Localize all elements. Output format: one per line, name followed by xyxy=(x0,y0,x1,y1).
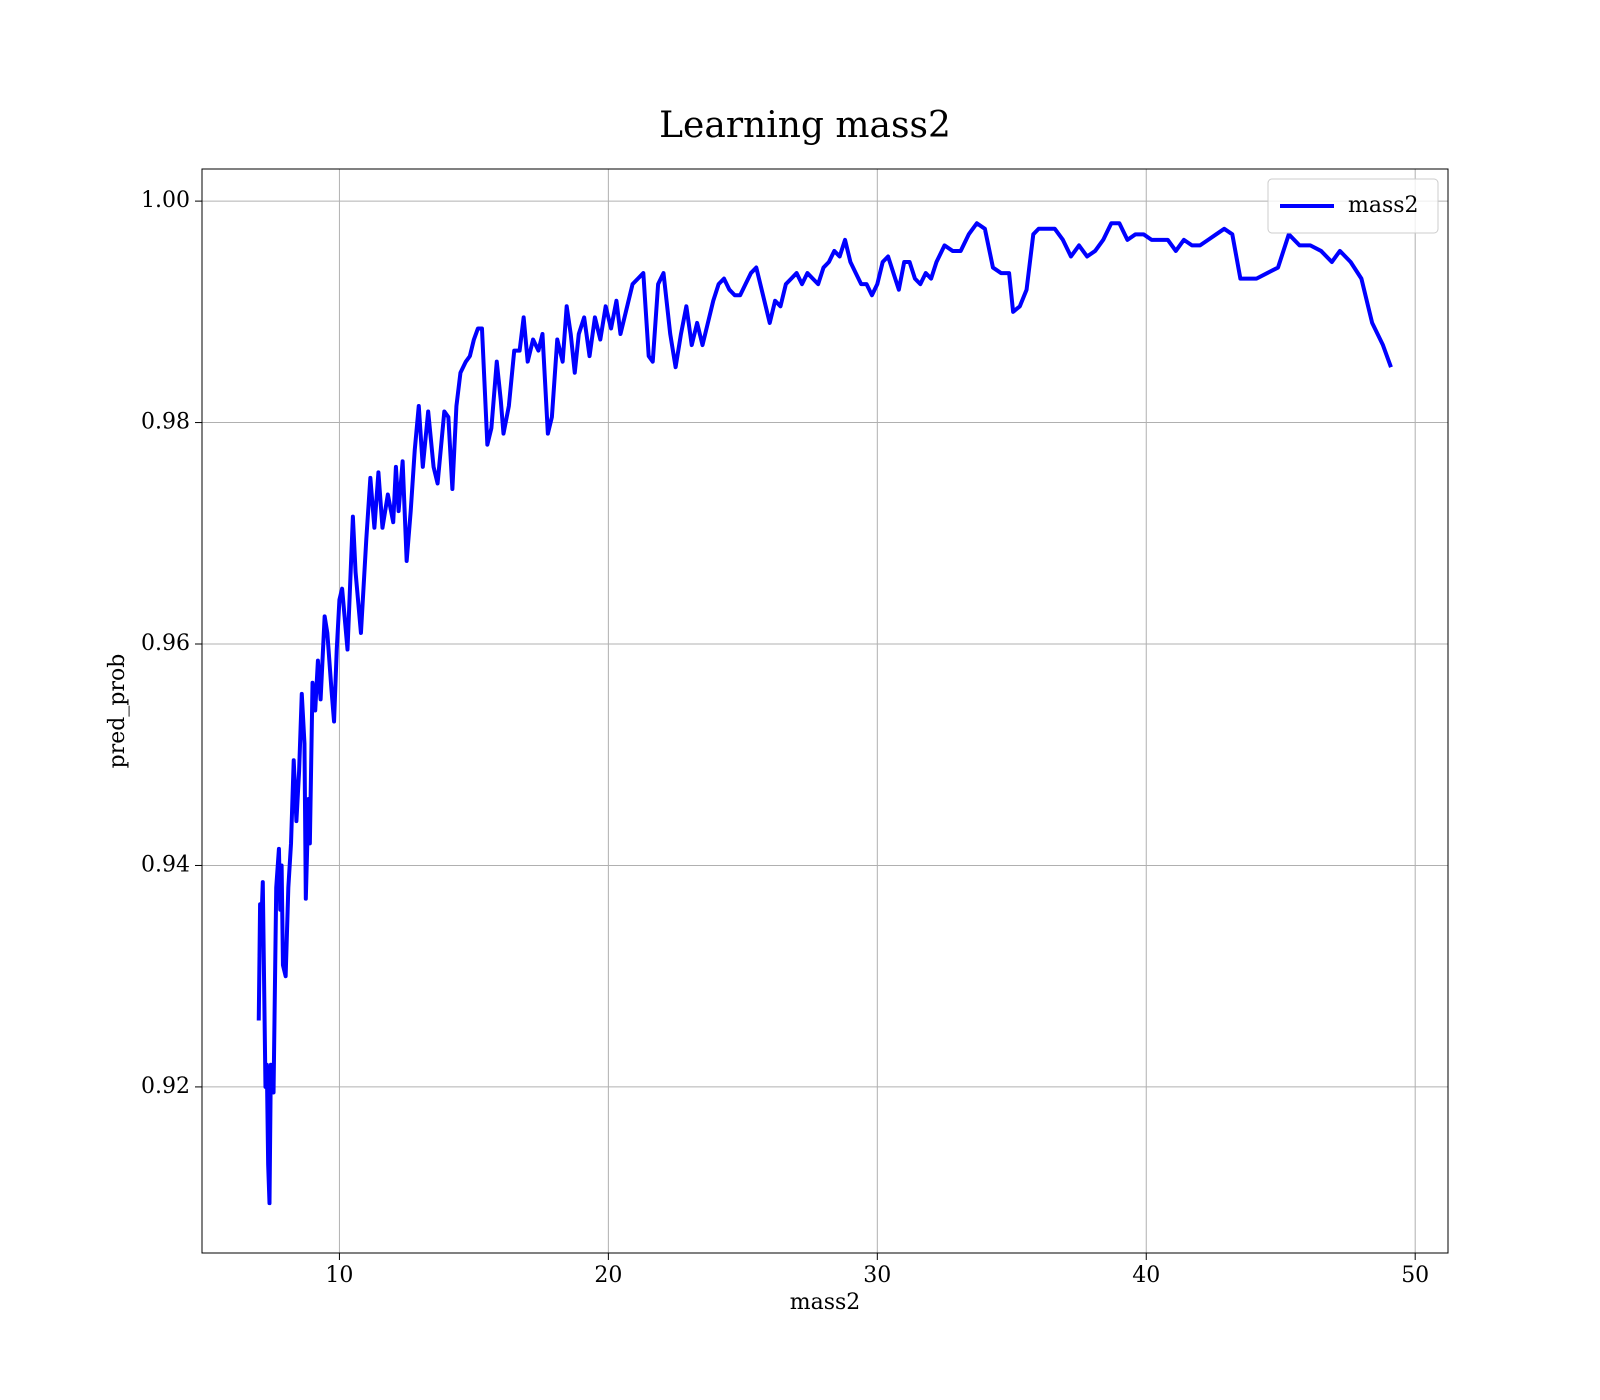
data-line xyxy=(256,221,1393,1206)
legend-label: mass2 xyxy=(1348,193,1419,218)
x-tick-label: 40 xyxy=(1132,1263,1160,1288)
x-tick-label: 10 xyxy=(325,1263,353,1288)
plot-frame xyxy=(201,168,1449,1254)
chart-title: Learning mass2 xyxy=(659,105,951,146)
x-tick-label: 50 xyxy=(1401,1263,1429,1288)
y-tick-label: 1.00 xyxy=(141,188,190,213)
x-tick-label: 30 xyxy=(863,1263,891,1288)
y-tick-label: 0.96 xyxy=(141,631,190,656)
legend-box xyxy=(1267,178,1439,234)
y-axis-label: pred_prob xyxy=(105,654,130,769)
x-axis-label: mass2 xyxy=(790,1290,861,1315)
y-tick-label: 0.92 xyxy=(141,1074,190,1099)
x-tick-label: 20 xyxy=(594,1263,622,1288)
y-tick-label: 0.94 xyxy=(141,852,190,877)
y-tick-label: 0.98 xyxy=(141,410,190,435)
